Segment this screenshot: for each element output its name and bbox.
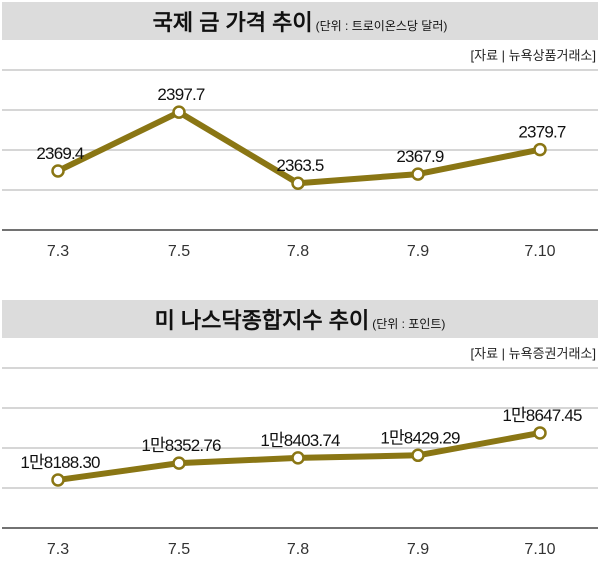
data-label: 1만8403.74 [260,431,340,450]
x-tick-label: 7.8 [287,541,309,558]
x-tick-label: 7.9 [407,243,429,260]
x-tick-label: 7.9 [407,541,429,558]
data-point [411,167,425,181]
x-tick-label: 7.3 [47,541,69,558]
x-tick-label: 7.8 [287,243,309,260]
data-point [51,473,65,487]
x-tick-label: 7.5 [168,541,190,558]
data-point [411,448,425,463]
data-label: 2367.9 [396,147,444,166]
data-point [291,176,305,190]
data-label: 1만8429.29 [380,428,460,447]
x-tick-label: 7.5 [168,243,190,260]
title-band [2,300,598,338]
data-point [533,426,547,440]
chart-unit: (단위 : 트로이온스당 달러) [316,19,448,33]
chart-title-text: 미 나스닥종합지수 추이 [155,308,370,333]
data-point [172,456,186,470]
data-point [533,142,547,157]
data-label: 2379.7 [518,123,566,142]
x-tick-label: 7.10 [524,541,555,558]
data-label: 1만8352.76 [141,436,221,455]
chart-title: 국제 금 가격 추이 (단위 : 트로이온스당 달러) [153,10,448,35]
data-label: 2397.7 [157,85,205,104]
x-tick-label: 7.3 [47,243,69,260]
data-point [172,105,186,119]
data-label: 1만8647.45 [502,406,582,425]
data-label: 2369.4 [36,144,84,163]
source-label: [자료 | 뉴욕증권거래소] [471,346,596,361]
data-label: 1만8188.30 [20,453,100,472]
data-point [51,164,65,178]
chart-title: 미 나스닥종합지수 추이 (단위 : 포인트) [155,308,446,333]
x-tick-label: 7.10 [524,243,555,260]
chart-title-text: 국제 금 가격 추이 [153,10,313,35]
data-point [291,451,305,465]
chart-unit: (단위 : 포인트) [372,317,445,331]
data-label: 2363.5 [276,156,324,175]
title-band [2,2,598,40]
source-label: [자료 | 뉴욕상품거래소] [471,48,596,63]
